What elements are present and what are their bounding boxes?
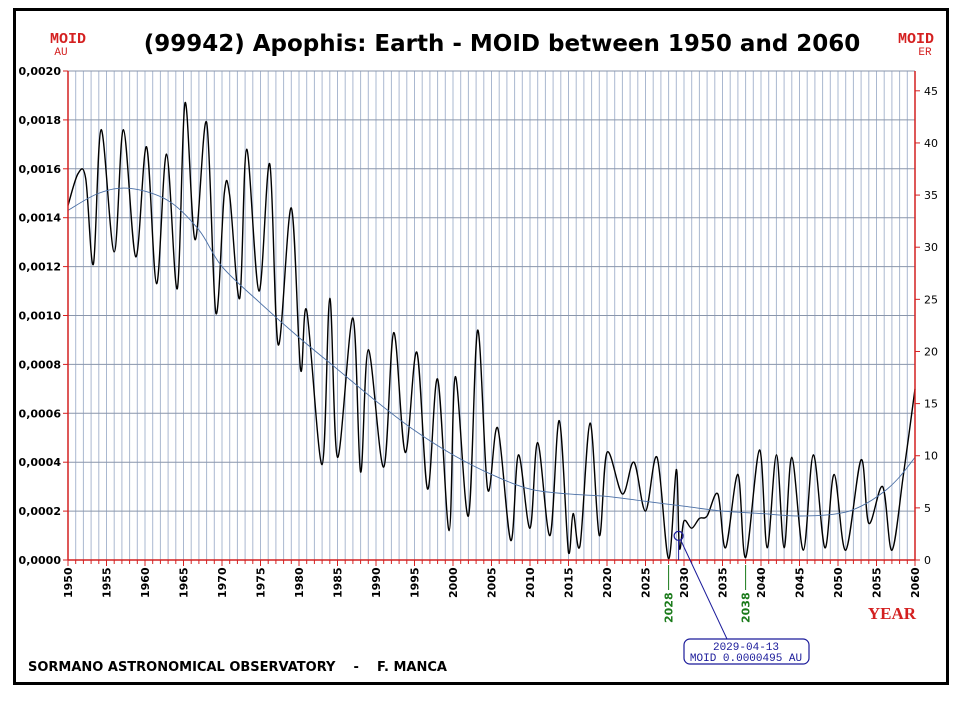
right-tick-label: 20 <box>924 345 938 358</box>
annotation-box <box>683 638 810 665</box>
x-tick-label: 1995 <box>409 567 422 598</box>
x-tick-label: 1970 <box>216 567 229 598</box>
right-tick-label: 35 <box>924 189 938 202</box>
right-tick-label: 15 <box>924 398 938 411</box>
x-tick-label: 2015 <box>563 567 576 598</box>
right-tick-label: 0 <box>924 554 931 567</box>
y-tick-label: 0,0018 <box>19 114 61 127</box>
annotation-leader <box>680 539 728 640</box>
moid-line <box>67 102 916 560</box>
x-tick-label: 2020 <box>601 567 614 598</box>
right-tick-label: 10 <box>924 450 938 463</box>
x-tick-label: 2010 <box>524 567 537 598</box>
right-axis-unit: ER <box>918 47 932 59</box>
left-axis-title: MOID <box>50 31 86 48</box>
x-tick-label: 2035 <box>717 567 730 598</box>
y-tick-label: 0,0008 <box>19 358 61 371</box>
y-tick-label: 0,0006 <box>19 407 62 420</box>
right-tick-label: 25 <box>924 293 938 306</box>
x-axis-title: YEAR <box>868 604 917 623</box>
x-tick-label: 2060 <box>909 567 922 598</box>
y-tick-label: 0,0000 <box>19 554 62 567</box>
x-tick-label: 2055 <box>871 567 884 598</box>
x-tick-label: 1985 <box>332 567 345 598</box>
x-tick-label: 1950 <box>62 567 75 598</box>
x-tick-label: 2045 <box>794 567 807 598</box>
x-tick-label: 2025 <box>640 567 653 598</box>
x-tick-label: 2030 <box>678 567 691 598</box>
x-tick-label: 1965 <box>178 567 191 598</box>
y-tick-label: 0,0014 <box>19 212 62 225</box>
x-tick-label: 1975 <box>255 567 268 598</box>
right-axis-title: MOID <box>898 31 934 48</box>
highlight-year-label: 2038 <box>740 592 753 623</box>
x-tick-label: 1980 <box>293 567 306 598</box>
x-tick-label: 1990 <box>370 567 383 598</box>
x-tick-label: 1960 <box>139 567 152 598</box>
right-tick-label: 40 <box>924 137 938 150</box>
y-tick-label: 0,0020 <box>19 65 62 78</box>
y-tick-label: 0,0010 <box>19 310 62 323</box>
y-tick-label: 0,0004 <box>19 456 62 469</box>
highlight-year-label: 2028 <box>663 592 676 623</box>
annotation-date: 2029-04-13 <box>713 642 779 654</box>
chart-frame <box>13 8 949 685</box>
right-tick-label: 30 <box>924 241 938 254</box>
x-tick-label: 2000 <box>447 567 460 598</box>
annotation-value: MOID 0.0000495 AU <box>690 653 802 665</box>
x-tick-label: 2050 <box>832 567 845 598</box>
y-tick-label: 0,0012 <box>19 261 61 274</box>
x-tick-label: 2040 <box>755 567 768 598</box>
y-tick-label: 0,0002 <box>19 505 61 518</box>
footer-credit: SORMANO ASTRONOMICAL OBSERVATORY - F. MA… <box>28 660 447 675</box>
y-tick-label: 0,0016 <box>19 163 62 176</box>
right-tick-label: 5 <box>924 502 931 515</box>
x-tick-label: 2005 <box>486 567 499 598</box>
x-tick-label: 1955 <box>101 567 114 598</box>
left-axis-unit: AU <box>54 47 67 59</box>
trend-line <box>67 187 916 517</box>
chart-title: (99942) Apophis: Earth - MOID between 19… <box>144 31 861 57</box>
right-tick-label: 45 <box>924 85 938 98</box>
